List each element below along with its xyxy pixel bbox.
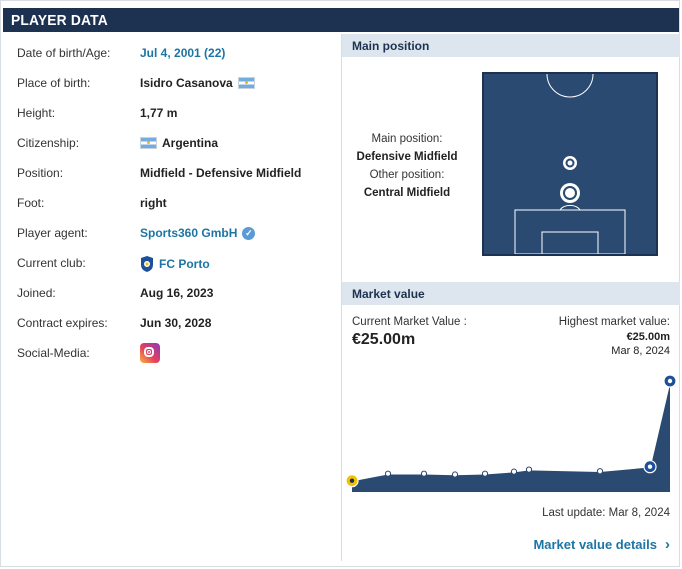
current-club-link[interactable]: FC Porto bbox=[140, 256, 210, 272]
player-info-list: Date of birth/Age: Jul 4, 2001 (22) Plac… bbox=[4, 34, 340, 560]
birth-date-link[interactable]: Jul 4, 2001 (22) bbox=[140, 46, 226, 60]
player-agent-link[interactable]: Sports360 GmbH ✓ bbox=[140, 226, 256, 240]
current-market-value-label: Current Market Value : bbox=[352, 316, 467, 328]
last-update-text: Last update: Mar 8, 2024 bbox=[542, 507, 670, 519]
right-column: Main position Main position: Defensive M… bbox=[342, 34, 680, 561]
info-row-position: Position: Midfield - Defensive Midfield bbox=[4, 158, 340, 188]
market-value-area bbox=[352, 381, 670, 492]
market-value-point[interactable] bbox=[384, 470, 392, 477]
panel-header: PLAYER DATA bbox=[3, 8, 679, 32]
club-crest-marker[interactable] bbox=[345, 474, 359, 488]
info-row-contract: Contract expires: Jun 30, 2028 bbox=[4, 308, 340, 338]
pitch-lines bbox=[514, 74, 626, 254]
info-label: Date of birth/Age: bbox=[17, 46, 111, 60]
info-label: Social-Media: bbox=[17, 346, 90, 360]
other-position-label: Other position: bbox=[369, 169, 445, 181]
info-row-height: Height: 1,77 m bbox=[4, 98, 340, 128]
market-value-point[interactable] bbox=[596, 468, 604, 475]
foot-value: right bbox=[140, 196, 167, 210]
info-row-joined: Joined: Aug 16, 2023 bbox=[4, 278, 340, 308]
market-value-point[interactable] bbox=[481, 470, 489, 477]
social-media-value bbox=[140, 343, 160, 363]
info-label: Player agent: bbox=[17, 226, 88, 240]
info-row-social: Social-Media: bbox=[4, 338, 340, 368]
main-position-header: Main position bbox=[342, 34, 680, 57]
market-value-header: Market value bbox=[342, 282, 680, 305]
highest-market-value-date: Mar 8, 2024 bbox=[611, 345, 670, 357]
info-label: Place of birth: bbox=[17, 76, 91, 90]
fc-porto-crest-icon bbox=[141, 256, 153, 272]
info-label: Citizenship: bbox=[17, 136, 80, 150]
info-row-birthplace: Place of birth: Isidro Casanova bbox=[4, 68, 340, 98]
main-position-value: Defensive Midfield bbox=[356, 151, 458, 163]
info-label: Position: bbox=[17, 166, 64, 180]
info-label: Joined: bbox=[17, 286, 56, 300]
other-position-marker bbox=[563, 156, 577, 170]
height-value: 1,77 m bbox=[140, 106, 178, 120]
section-title: Main position bbox=[352, 39, 430, 53]
main-position-marker bbox=[560, 183, 580, 203]
info-row-agent: Player agent: Sports360 GmbH ✓ bbox=[4, 218, 340, 248]
market-value-details-link[interactable]: Market value details › bbox=[533, 536, 670, 553]
highest-market-value: €25.00m bbox=[626, 331, 670, 343]
position-value: Midfield - Defensive Midfield bbox=[140, 166, 302, 180]
highest-market-value-label: Highest market value: bbox=[558, 316, 670, 328]
main-position-label: Main position: bbox=[371, 133, 443, 145]
market-value-point[interactable] bbox=[510, 468, 518, 475]
market-value-point[interactable] bbox=[451, 471, 459, 478]
panel-title: PLAYER DATA bbox=[11, 12, 108, 29]
info-row-club: Current club: FC Porto bbox=[4, 248, 340, 278]
info-row-citizenship: Citizenship: Argentina bbox=[4, 128, 340, 158]
market-value-chart[interactable] bbox=[342, 364, 680, 499]
chevron-right-icon: › bbox=[665, 536, 670, 553]
argentina-flag-icon bbox=[237, 77, 255, 89]
info-label: Height: bbox=[17, 106, 56, 120]
info-row-birth: Date of birth/Age: Jul 4, 2001 (22) bbox=[4, 38, 340, 68]
instagram-icon[interactable] bbox=[140, 343, 160, 363]
column-divider bbox=[341, 34, 342, 561]
club-crest-marker[interactable] bbox=[663, 374, 677, 388]
current-market-value: €25.00m bbox=[352, 331, 416, 348]
market-value-line bbox=[351, 380, 671, 482]
info-row-foot: Foot: right bbox=[4, 188, 340, 218]
citizenship-value: Argentina bbox=[140, 136, 218, 150]
birthplace-value: Isidro Casanova bbox=[140, 76, 255, 90]
section-title: Market value bbox=[352, 287, 425, 301]
info-label: Foot: bbox=[17, 196, 45, 210]
contract-value: Jun 30, 2028 bbox=[140, 316, 212, 330]
position-pitch bbox=[482, 72, 658, 256]
argentina-flag-icon bbox=[140, 137, 157, 149]
other-position-value: Central Midfield bbox=[363, 187, 451, 199]
joined-value: Aug 16, 2023 bbox=[140, 286, 214, 300]
info-label: Current club: bbox=[17, 256, 86, 270]
market-value-point[interactable] bbox=[525, 466, 533, 473]
position-labels: Main position: Defensive Midfield Other … bbox=[342, 130, 472, 202]
market-value-point[interactable] bbox=[420, 470, 428, 477]
club-crest-marker[interactable] bbox=[643, 460, 657, 474]
details-link-label: Market value details bbox=[533, 537, 657, 552]
verified-icon: ✓ bbox=[242, 226, 256, 240]
info-label: Contract expires: bbox=[17, 316, 108, 330]
